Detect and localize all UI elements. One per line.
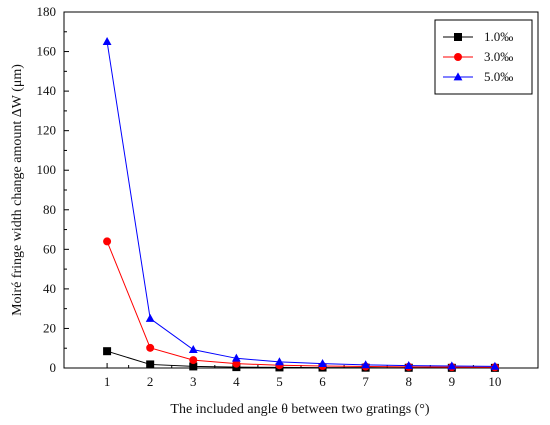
data-point (447, 361, 457, 370)
y-tick-label: 160 (37, 44, 57, 59)
series-line (106, 350, 495, 369)
legend-label: 3.0‰ (484, 49, 513, 64)
y-tick-label: 100 (37, 162, 57, 177)
series-layer (102, 37, 500, 372)
y-tick-label: 80 (43, 202, 56, 217)
y-axis-label: Moiré fringe width change amount ΔW (μm) (10, 64, 25, 316)
x-axis-label: The included angle θ between two grating… (170, 402, 430, 417)
y-tick-label: 60 (43, 241, 56, 256)
x-tick-label: 9 (449, 374, 456, 389)
series-3 (102, 37, 500, 370)
x-tick-label: 10 (488, 374, 501, 389)
data-point (102, 37, 112, 46)
x-tick-label: 6 (319, 374, 326, 389)
y-tick-label: 0 (50, 360, 57, 375)
x-tick-label: 4 (233, 374, 240, 389)
y-tick-label: 140 (37, 83, 57, 98)
legend-item-3: 5.0‰ (443, 69, 513, 84)
data-point (189, 362, 198, 371)
y-tick-label: 180 (37, 4, 57, 19)
legend-label: 5.0‰ (484, 69, 513, 84)
data-point (146, 343, 155, 352)
data-point (103, 237, 112, 246)
data-point (146, 360, 155, 369)
series-line (106, 41, 495, 367)
y-tick-label: 40 (43, 281, 56, 296)
x-tick-label: 3 (190, 374, 197, 389)
data-point (145, 313, 155, 322)
data-point (188, 344, 198, 353)
data-point (189, 356, 198, 365)
data-point (103, 347, 112, 356)
legend-item-1: 1.0‰ (443, 29, 513, 44)
legend-item-2: 3.0‰ (443, 49, 513, 64)
legend-marker (454, 33, 462, 41)
y-tick-label: 20 (43, 320, 56, 335)
data-point (318, 359, 327, 368)
data-point (231, 353, 241, 362)
x-tick-label: 1 (104, 374, 111, 389)
x-tick-label: 7 (362, 374, 369, 389)
legend-label: 1.0‰ (484, 29, 513, 44)
data-point (275, 357, 284, 366)
data-point (490, 361, 500, 370)
data-point (404, 360, 414, 369)
legend: 1.0‰ 3.0‰ 5.0‰ (434, 19, 533, 95)
data-point (361, 360, 371, 369)
legend-marker (454, 53, 462, 61)
x-tick-label: 5 (276, 374, 283, 389)
x-tick-label: 8 (405, 374, 412, 389)
y-tick-label: 120 (37, 123, 57, 138)
legend-marker (453, 72, 463, 81)
series-line (106, 241, 495, 368)
x-tick-label: 2 (147, 374, 154, 389)
